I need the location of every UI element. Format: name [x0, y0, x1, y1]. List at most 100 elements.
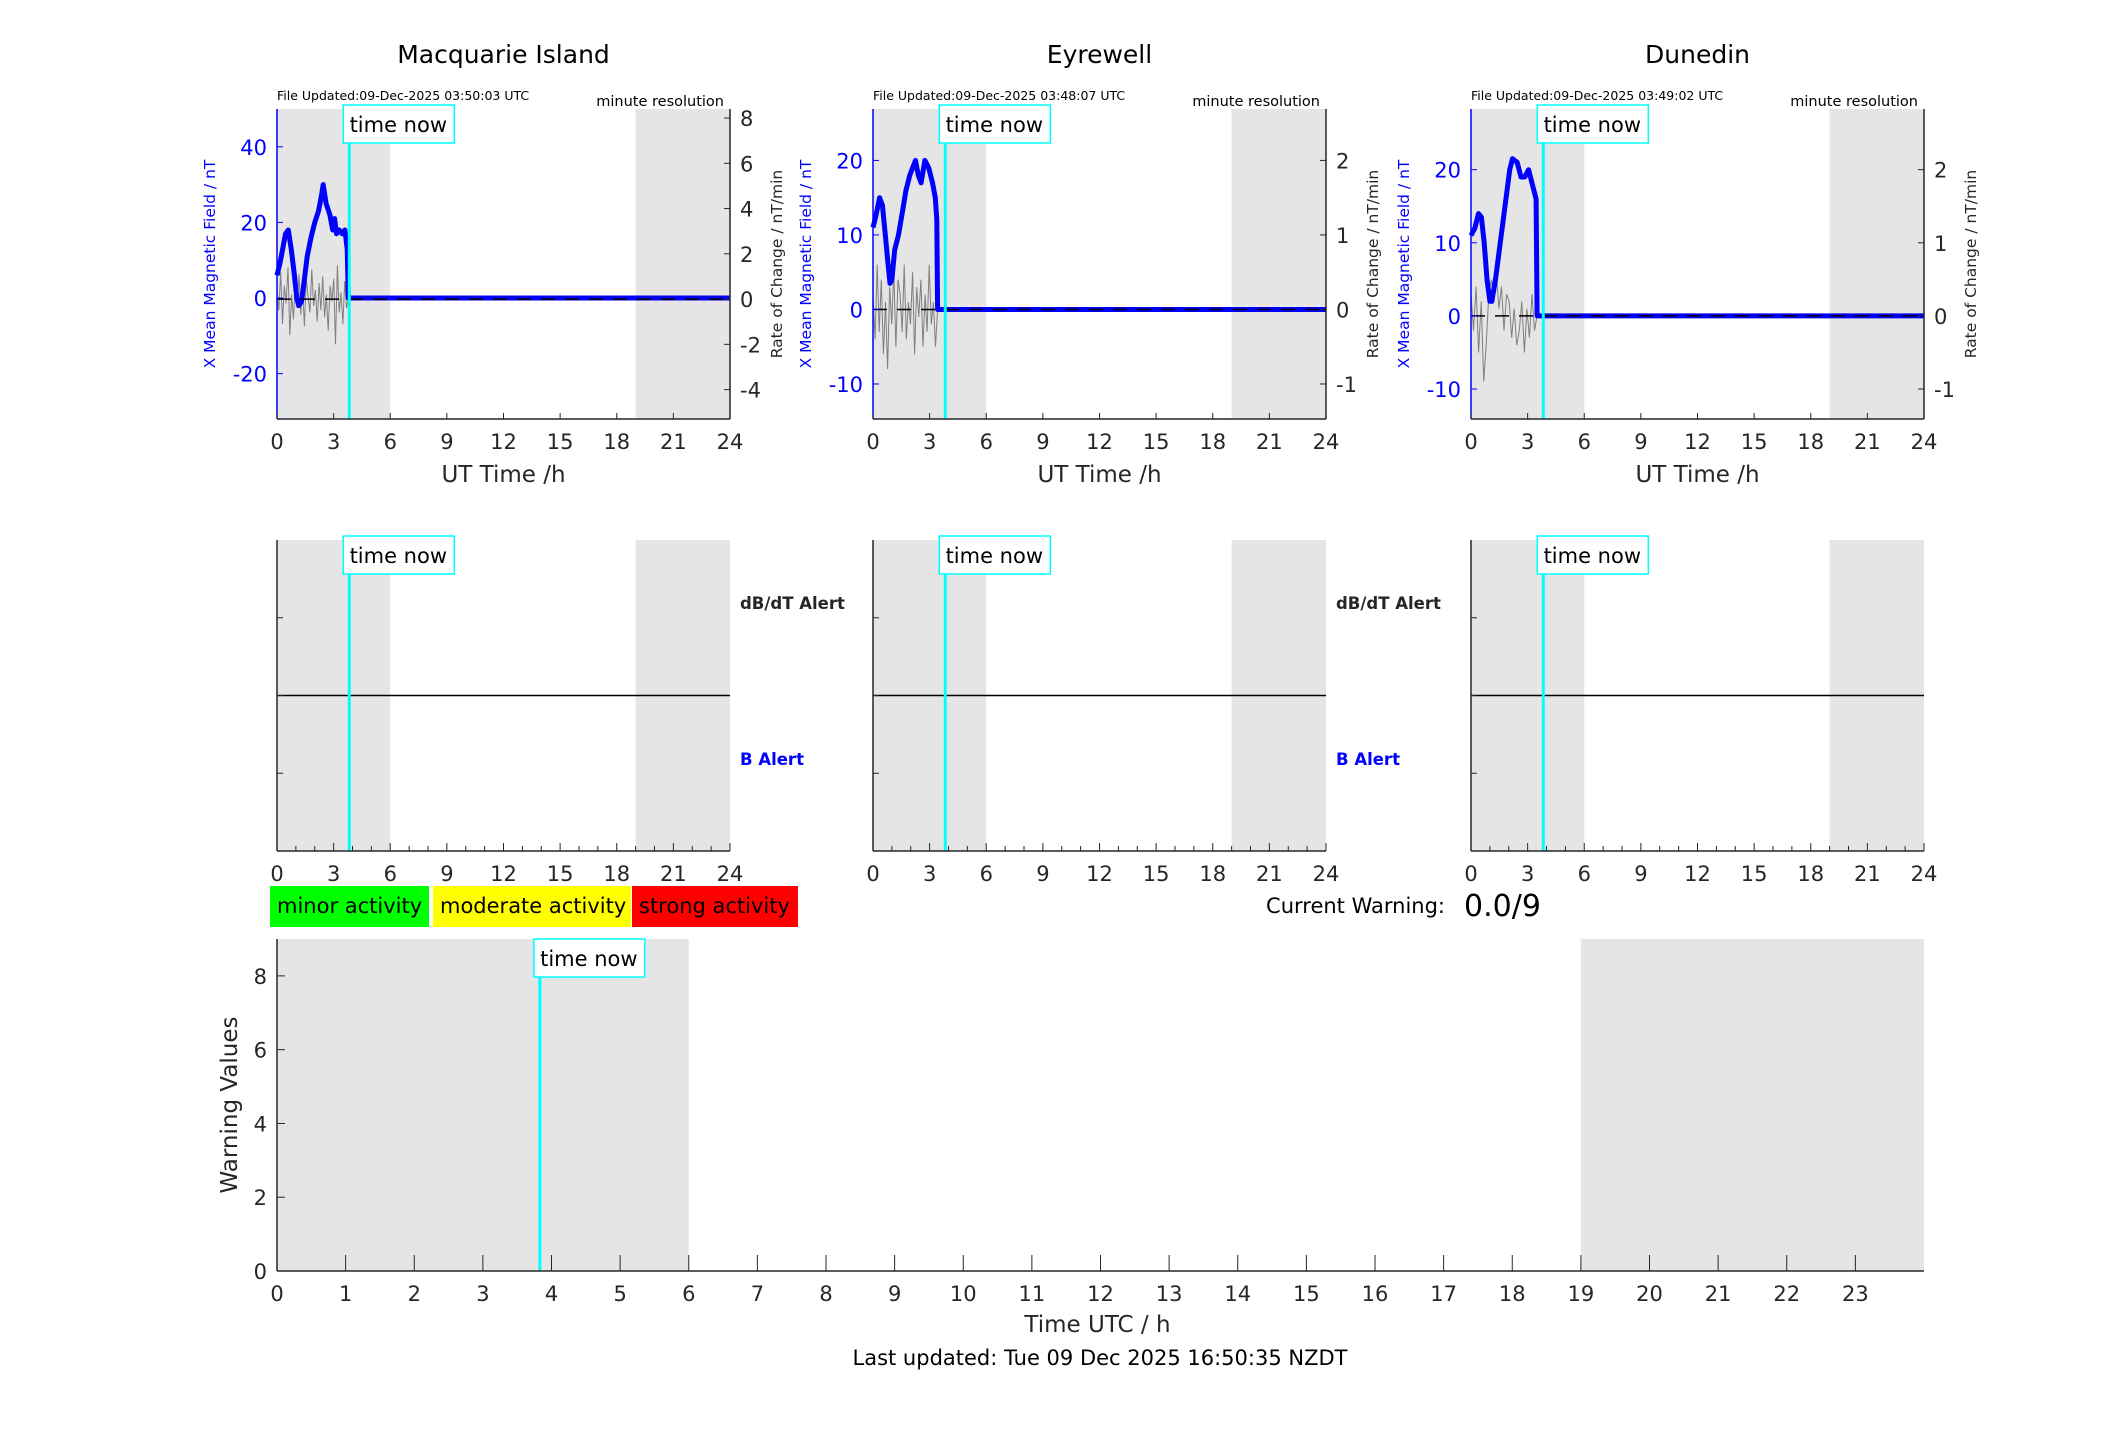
x-tick-label: 22: [1773, 1282, 1800, 1306]
x-tick-label: 9: [1036, 430, 1049, 454]
x-tick-label: 9: [888, 1282, 901, 1306]
y-right-axis-label: Rate of Change / nT/min: [1962, 170, 1980, 359]
y-left-tick-label: 10: [1434, 232, 1461, 256]
y-right-tick-label: -1: [1336, 373, 1357, 397]
legend-minor-label: minor activity: [277, 894, 422, 918]
y-tick-label: 0: [254, 1260, 267, 1284]
x-tick-label: 3: [327, 862, 340, 886]
y-right-tick-label: 0: [1336, 298, 1349, 322]
x-tick-label: 0: [866, 862, 879, 886]
current-warning-value: 0.0/9: [1464, 889, 1541, 924]
x-tick-label: 9: [1634, 430, 1647, 454]
time-now-label: time now: [350, 544, 447, 568]
x-tick-label: 7: [751, 1282, 764, 1306]
time-now-box: [342, 535, 456, 575]
y-left-axis-label: X Mean Magnetic Field / nT: [1395, 159, 1413, 368]
x-tick-label: 9: [1036, 862, 1049, 886]
x-axis-label: UT Time /h: [441, 462, 565, 488]
b-alert-label: B Alert: [740, 750, 804, 769]
y-left-tick-label: 20: [836, 149, 863, 173]
y-left-axis-label: X Mean Magnetic Field / nT: [201, 159, 219, 368]
x-tick-label: 12: [1684, 430, 1711, 454]
y-tick-label: 2: [254, 1186, 267, 1210]
y-tick-label: 8: [254, 965, 267, 989]
x-tick-label: 0: [270, 862, 283, 886]
x-tick-label: 24: [717, 430, 744, 454]
magnetic-field-line: [1468, 156, 1924, 319]
x-tick-label: 16: [1362, 1282, 1389, 1306]
time-now-box: [938, 535, 1052, 575]
x-tick-label: 6: [980, 862, 993, 886]
x-axis-label: Time UTC / h: [1023, 1312, 1170, 1338]
y-right-axis-label: Rate of Change / nT/min: [1364, 170, 1382, 359]
y-right-tick-label: 0: [1934, 305, 1947, 329]
y-left-tick-label: 10: [836, 224, 863, 248]
x-tick-label: 15: [1741, 430, 1768, 454]
time-now-label: time now: [350, 113, 447, 137]
y-left-tick-label: -10: [1427, 378, 1461, 402]
resolution-label: minute resolution: [1790, 94, 1918, 110]
x-axis-label: UT Time /h: [1635, 462, 1759, 488]
x-tick-label: 10: [950, 1282, 977, 1306]
x-tick-label: 9: [1634, 862, 1647, 886]
night-shade-region: [1231, 109, 1326, 419]
x-tick-label: 18: [603, 862, 630, 886]
x-tick-label: 17: [1430, 1282, 1457, 1306]
legend-moderate-label: moderate activity: [440, 894, 626, 918]
alert-plot-1: time now 0 3 6 9 12 15 18 21 24 dB/dT Alert B Alert: [270, 535, 845, 886]
x-tick-label: 6: [1578, 430, 1591, 454]
x-tick-label: 0: [270, 430, 283, 454]
time-now-label: time now: [946, 113, 1043, 137]
magnetic-field-line: [870, 157, 1326, 312]
y-right-tick-label: -4: [740, 379, 761, 403]
time-now-box: [938, 104, 1052, 144]
x-tick-label: 3: [476, 1282, 489, 1306]
x-tick-label: 4: [545, 1282, 558, 1306]
time-now-box: [533, 938, 646, 978]
night-shade-region: [1829, 109, 1924, 419]
x-tick-label: 21: [660, 862, 687, 886]
x-tick-label: 24: [1313, 862, 1340, 886]
station-plot-1: Macquarie Island File Updated:09-Dec-2025…: [201, 40, 786, 488]
night-shade-region: [277, 109, 391, 419]
x-tick-label: 0: [1464, 430, 1477, 454]
x-tick-label: 18: [603, 430, 630, 454]
x-tick-label: 9: [440, 430, 453, 454]
y-left-tick-label: -10: [829, 373, 863, 397]
x-tick-label: 6: [682, 1282, 695, 1306]
activity-legend: minor activity moderate activity strong ac…: [270, 886, 798, 927]
legend-strong-label: strong activity: [639, 894, 790, 918]
file-updated-text: File Updated:09-Dec-2025 03:50:03 UTC: [277, 88, 529, 103]
station-title: Dunedin: [1645, 40, 1750, 69]
y-left-tick-label: 0: [254, 287, 267, 311]
y-left-tick-label: 20: [1434, 159, 1461, 183]
x-tick-label: 13: [1156, 1282, 1183, 1306]
x-tick-label: 0: [1464, 862, 1477, 886]
x-tick-label: 15: [547, 430, 574, 454]
x-tick-label: 9: [440, 862, 453, 886]
x-axis-label: UT Time /h: [1037, 462, 1161, 488]
x-tick-label: 12: [1087, 1282, 1114, 1306]
x-tick-label: 6: [980, 430, 993, 454]
current-warning-label: Current Warning:: [1266, 894, 1445, 918]
x-tick-label: 12: [490, 430, 517, 454]
resolution-label: minute resolution: [596, 94, 724, 110]
x-tick-label: 18: [1797, 430, 1824, 454]
legend-strong-swatch: [632, 886, 798, 927]
x-tick-label: 1: [339, 1282, 352, 1306]
station-title: Macquarie Island: [397, 40, 610, 69]
x-tick-label: 19: [1568, 1282, 1595, 1306]
x-tick-label: 11: [1019, 1282, 1046, 1306]
x-tick-label: 3: [923, 862, 936, 886]
time-now-box: [1536, 535, 1650, 575]
x-tick-label: 24: [717, 862, 744, 886]
x-tick-label: 21: [1854, 430, 1881, 454]
y-right-tick-label: 4: [740, 198, 753, 222]
y-right-tick-label: 6: [740, 152, 753, 176]
x-tick-label: 21: [660, 430, 687, 454]
x-tick-label: 14: [1224, 1282, 1251, 1306]
b-alert-label: B Alert: [1336, 750, 1400, 769]
resolution-label: minute resolution: [1192, 94, 1320, 110]
y-tick-label: 4: [254, 1112, 267, 1136]
y-left-axis-label: X Mean Magnetic Field / nT: [797, 159, 815, 368]
